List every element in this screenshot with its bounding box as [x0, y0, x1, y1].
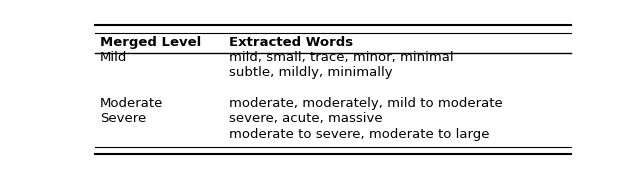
Text: Extracted Words: Extracted Words	[229, 37, 353, 49]
Text: moderate to severe, moderate to large: moderate to severe, moderate to large	[229, 128, 490, 141]
Text: mild, small, trace, minor, minimal: mild, small, trace, minor, minimal	[229, 51, 453, 64]
Text: subtle, mildly, minimally: subtle, mildly, minimally	[229, 66, 392, 79]
Text: Severe: Severe	[100, 112, 146, 125]
Text: Moderate: Moderate	[100, 97, 163, 110]
Text: moderate, moderately, mild to moderate: moderate, moderately, mild to moderate	[229, 97, 502, 110]
Text: Merged Level: Merged Level	[100, 37, 201, 49]
Text: severe, acute, massive: severe, acute, massive	[229, 112, 383, 125]
Text: Mild: Mild	[100, 51, 127, 64]
